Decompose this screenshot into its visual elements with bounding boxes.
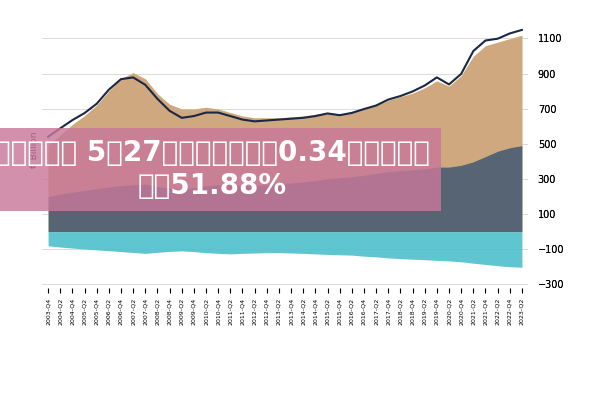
Y-axis label: € Billion: € Billion — [30, 132, 39, 168]
Text: 股票有杠杆 5月27日福立转债下跌0.34％，转股溢
价率51.88%: 股票有杠杆 5月27日福立转债下跌0.34％，转股溢 价率51.88% — [0, 139, 430, 200]
